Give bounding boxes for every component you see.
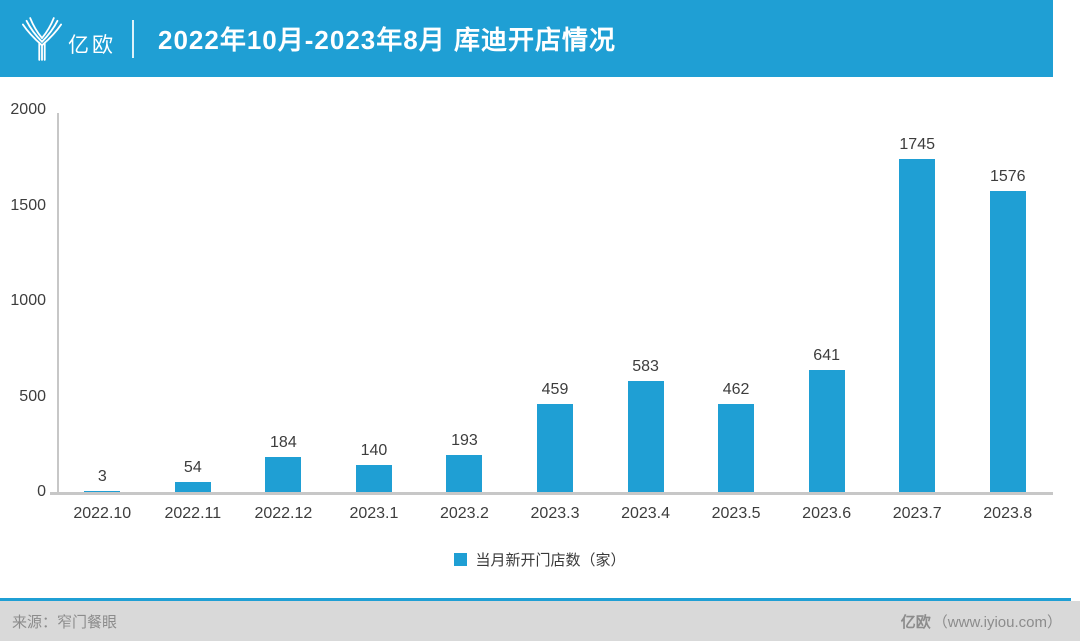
- x-axis-label: 2022.11: [164, 505, 222, 522]
- x-axis-labels: 2022.10 2022.11 2022.12 2023.1 2023.2 2023.3 2…: [57, 505, 1053, 523]
- logo-text: 亿欧: [68, 33, 116, 57]
- footer-brand: 亿欧 （www.iyiou.com）: [901, 611, 1062, 632]
- bar-group: 459: [510, 110, 601, 492]
- legend-label: 当月新开门店数（家）: [475, 551, 626, 569]
- source-text: 来源：窄门餐眼: [12, 613, 118, 631]
- bar-group: 583: [600, 110, 691, 492]
- bar-group: 641: [781, 110, 872, 492]
- bar: [537, 404, 573, 492]
- brand-text: 亿欧: [900, 613, 931, 631]
- x-axis-label: 2022.12: [254, 505, 313, 522]
- footer: 来源：窄门餐眼 亿欧 （www.iyiou.com）: [0, 601, 1080, 641]
- bar: [899, 159, 936, 492]
- bar: [989, 191, 1026, 492]
- bar-group: 184: [238, 110, 329, 492]
- bar-value-label: 641: [813, 347, 840, 364]
- bar-group: 193: [419, 110, 510, 492]
- bar-value-label: 1576: [989, 168, 1026, 185]
- bar: [355, 465, 392, 492]
- legend-swatch: [454, 552, 468, 566]
- bar: [446, 455, 483, 492]
- chart-area: 0 500 1000 1500 2000 3 54 184 140 193 459 583 462 64…: [0, 78, 1080, 598]
- x-axis-label: 2023.7: [892, 505, 942, 522]
- bar-group: 1745: [872, 110, 963, 492]
- yiou-logo-icon: [22, 14, 62, 64]
- bar-group: 1576: [962, 110, 1053, 492]
- bar-value-label: 583: [632, 358, 659, 375]
- y-tick-label: 1000: [10, 292, 46, 309]
- bar: [265, 457, 302, 492]
- y-tick-label: 0: [37, 483, 46, 500]
- x-axis-label: 2023.6: [802, 505, 852, 522]
- bar-value-label: 459: [541, 381, 569, 398]
- bar-value-label: 3: [97, 468, 107, 485]
- page-title: 2022年10月-2023年8月 库迪开店情况: [158, 25, 616, 55]
- bar: [808, 370, 845, 492]
- bar-value-label: 193: [451, 432, 478, 449]
- header-divider: [132, 19, 134, 58]
- bar-value-label: 140: [360, 442, 388, 459]
- bar-group: 3: [57, 110, 148, 492]
- footer-accent-line: [0, 598, 1071, 601]
- y-tick-label: 1500: [10, 196, 46, 214]
- bar-value-label: 1745: [899, 136, 935, 153]
- x-axis-label: 2023.3: [530, 505, 580, 522]
- header: 亿欧 2022年10月-2023年8月 库迪开店情况: [0, 0, 1053, 77]
- x-axis-label: 2023.5: [711, 505, 761, 522]
- x-axis-label: 2023.4: [621, 505, 671, 522]
- x-axis-label: 2023.8: [983, 505, 1033, 522]
- bar-group: 140: [329, 110, 420, 492]
- bar-value-label: 184: [270, 434, 297, 451]
- y-tick-label: 2000: [10, 101, 46, 118]
- x-axis-label: 2023.2: [439, 505, 489, 522]
- bar: [84, 491, 121, 492]
- bars-row: 3 54 184 140 193 459 583 462 641 1745 1576: [57, 110, 1053, 492]
- bar: [718, 404, 755, 492]
- legend: 当月新开门店数（家）: [0, 549, 1080, 569]
- y-axis-line: [57, 113, 59, 495]
- bar-group: 462: [691, 110, 782, 492]
- bar-value-label: 462: [722, 381, 750, 398]
- bar-value-label: 54: [183, 459, 202, 476]
- x-axis-line: [50, 492, 1053, 495]
- x-axis-label: 2023.1: [349, 505, 399, 522]
- bar: [174, 482, 211, 492]
- bar-group: 54: [148, 110, 239, 492]
- site-text: （www.iyiou.com）: [932, 613, 1062, 631]
- bar: [627, 381, 664, 492]
- x-axis-label: 2022.10: [73, 505, 132, 522]
- y-tick-label: 500: [19, 387, 46, 405]
- logo: 亿欧: [22, 14, 116, 64]
